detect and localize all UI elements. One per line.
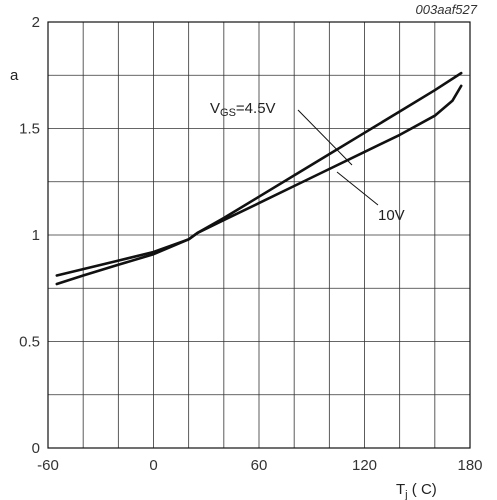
grid: [48, 22, 470, 448]
x-axis-label-sub: j: [404, 489, 407, 500]
x-tick-label: 120: [352, 457, 377, 474]
plot-area-border: [47, 21, 471, 449]
x-tick-label: 0: [149, 457, 157, 474]
x-tick-label: -60: [37, 457, 59, 474]
series-label-vgs-rest: =4.5V: [236, 100, 276, 117]
series-label-leader-10v: [336, 171, 379, 206]
figure-id: 003aaf527: [416, 2, 478, 17]
series-label-10v: 10V: [378, 207, 405, 224]
series-label-vgs: VGS=4.5V: [210, 100, 276, 119]
x-axis-label-main: T: [396, 481, 405, 498]
x-axis-label-rest: ( C): [408, 481, 437, 498]
y-tick-label: 2: [32, 14, 40, 31]
x-tick-label: 180: [457, 457, 482, 474]
y-tick-label: 0: [32, 440, 40, 457]
series: [55, 71, 463, 286]
y-tick-label: 1.5: [19, 121, 40, 138]
y-tick-label: 1: [32, 227, 40, 244]
x-tick-label: 60: [251, 457, 268, 474]
series-line-10v: [55, 84, 463, 277]
y-tick-label: 0.5: [19, 334, 40, 351]
x-axis-label: Tj ( C): [396, 481, 437, 500]
series-label-leader-vgs: [297, 109, 353, 166]
series-line-vgs-4-5v: [55, 71, 463, 286]
y-axis-label: a: [10, 67, 19, 84]
series-label-vgs-main: V: [210, 100, 220, 117]
series-label-vgs-sub: GS: [220, 107, 236, 119]
